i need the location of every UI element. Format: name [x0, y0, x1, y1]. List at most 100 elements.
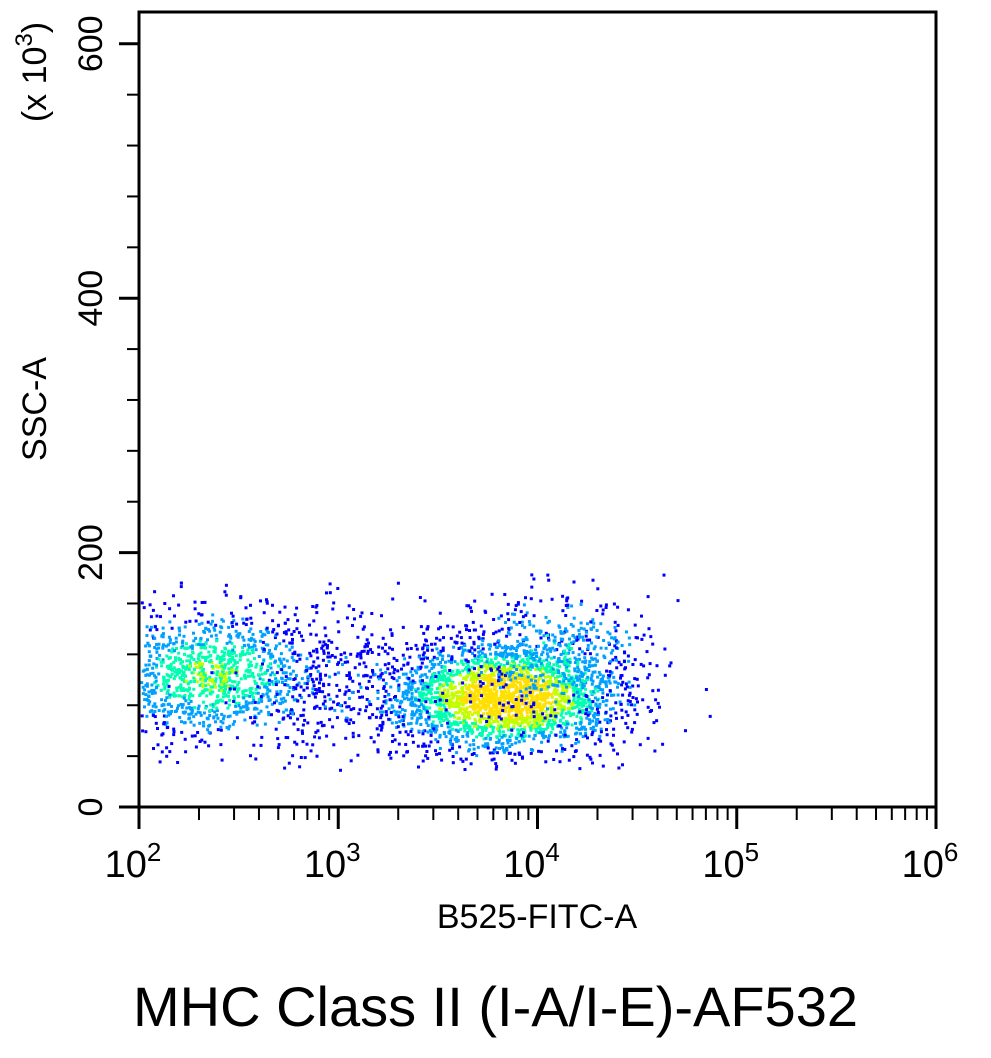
event-dot: [567, 642, 571, 646]
event-dot: [605, 733, 609, 737]
event-dot: [463, 713, 466, 717]
event-dot: [414, 697, 417, 701]
event-dot: [422, 707, 426, 710]
event-dot: [539, 709, 543, 713]
y-axis-ticks: [119, 42, 139, 809]
event-dot: [595, 718, 599, 722]
event-dot: [269, 666, 273, 670]
event-dot: [369, 648, 373, 652]
event-dot: [559, 630, 563, 634]
event-dot: [419, 657, 423, 661]
event-dot: [539, 696, 543, 700]
event-dot: [459, 721, 463, 725]
event-dot: [313, 705, 317, 709]
event-dot: [325, 646, 329, 650]
event-dot: [416, 667, 420, 671]
event-dot: [315, 611, 319, 615]
event-dot: [611, 648, 615, 652]
event-dot: [636, 700, 639, 704]
event-dot: [289, 711, 293, 715]
event-dot: [462, 724, 466, 728]
event-dot: [418, 679, 422, 683]
event-dot: [193, 734, 197, 738]
event-dot: [592, 714, 596, 718]
event-dot: [497, 696, 501, 700]
event-dot: [504, 733, 508, 737]
event-dot: [438, 698, 442, 702]
event-dot: [507, 728, 511, 732]
event-dot: [560, 685, 564, 689]
event-dot: [162, 643, 165, 647]
event-dot: [542, 659, 546, 663]
event-dot: [498, 669, 502, 673]
event-dot: [505, 723, 509, 727]
event-dot: [550, 665, 553, 669]
event-dot: [510, 655, 514, 659]
event-dot: [577, 707, 581, 711]
event-dot: [247, 638, 251, 642]
event-dot: [609, 660, 613, 663]
event-dot: [183, 646, 187, 650]
event-dot: [409, 688, 413, 692]
event-dot: [392, 656, 396, 660]
event-dot: [161, 660, 165, 664]
event-dot: [169, 712, 172, 716]
event-dot: [268, 648, 272, 652]
event-dot: [410, 685, 414, 689]
event-dot: [508, 745, 512, 748]
event-dot: [472, 671, 476, 675]
event-dot: [162, 721, 166, 725]
event-dot: [454, 711, 458, 715]
event-dot: [575, 705, 579, 709]
event-dot: [358, 695, 362, 699]
event-dot: [204, 656, 208, 660]
event-dot: [235, 736, 239, 740]
event-dot: [440, 669, 444, 673]
event-dot: [459, 707, 462, 711]
event-dot: [507, 714, 511, 718]
event-dot: [424, 718, 428, 722]
event-dot: [523, 638, 527, 642]
event-dot: [442, 673, 446, 677]
event-dot: [379, 668, 383, 672]
event-dot: [407, 676, 411, 680]
event-dot: [452, 722, 455, 726]
event-dot: [330, 706, 334, 710]
event-dot: [394, 713, 398, 717]
event-dot: [231, 614, 235, 618]
event-dot: [599, 730, 603, 734]
event-dot: [532, 703, 536, 707]
event-dot: [647, 627, 651, 631]
event-dot: [458, 697, 462, 701]
event-dot: [563, 707, 567, 711]
event-dot: [485, 720, 489, 723]
event-dot: [506, 662, 509, 665]
event-dot: [537, 644, 540, 648]
event-dot: [280, 677, 284, 681]
event-dot: [248, 687, 252, 691]
event-dot: [549, 702, 553, 706]
event-dot: [164, 723, 168, 726]
event-dot: [198, 721, 202, 725]
event-dot: [616, 605, 620, 609]
event-dot: [622, 660, 626, 664]
event-dot: [230, 651, 234, 655]
event-dot: [345, 705, 349, 709]
event-dot: [435, 657, 439, 661]
event-dot: [574, 658, 578, 662]
event-dot: [543, 704, 547, 708]
event-dot: [200, 738, 204, 742]
event-dot: [386, 652, 390, 656]
event-dot: [552, 671, 556, 675]
y-tick-label: 0: [72, 798, 110, 817]
event-dot: [281, 700, 285, 704]
event-dot: [337, 630, 341, 634]
event-dot: [253, 706, 257, 710]
event-dot: [291, 754, 295, 758]
event-dot: [532, 624, 536, 628]
event-dot: [463, 648, 467, 652]
event-dot: [582, 638, 585, 642]
event-dot: [404, 730, 408, 734]
event-dot: [507, 690, 511, 694]
event-dot: [473, 667, 476, 671]
